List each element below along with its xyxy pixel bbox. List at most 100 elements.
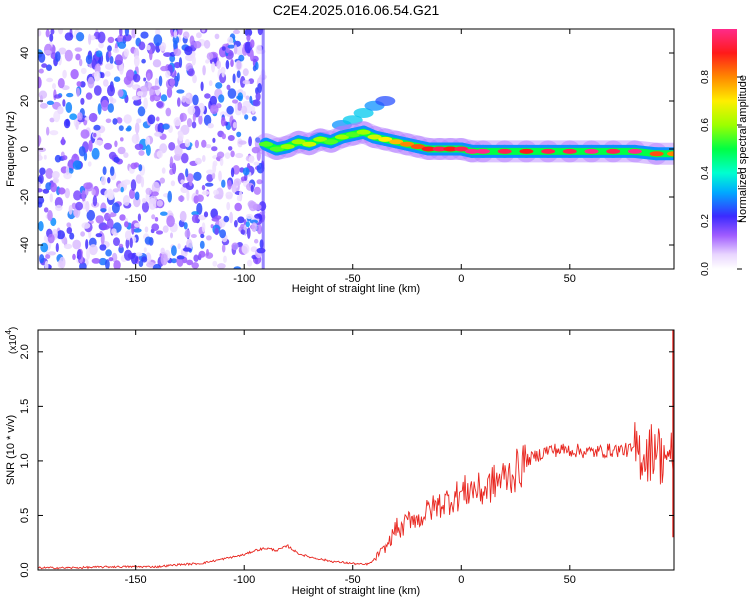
noise-speckle (138, 164, 143, 172)
noise-speckle (226, 201, 231, 211)
noise-speckle (43, 207, 49, 213)
noise-speckle (61, 136, 65, 146)
noise-speckle (185, 168, 189, 178)
noise-speckle (251, 116, 257, 122)
noise-speckle (40, 242, 49, 253)
noise-speckle (62, 69, 67, 79)
y-tick-label: 1.5 (19, 399, 31, 414)
noise-speckle (103, 142, 112, 150)
noise-speckle (134, 222, 141, 228)
noise-speckle (158, 75, 163, 87)
noise-speckle (241, 243, 250, 255)
noise-speckle (172, 35, 180, 45)
noise-speckle (58, 29, 64, 35)
noise-speckle (93, 124, 101, 131)
spectrogram-x-label: Height of straight line (km) (292, 283, 420, 295)
ridge-point (269, 146, 284, 152)
noise-speckle (112, 48, 120, 54)
noise-speckle (39, 167, 46, 175)
noise-speckle (151, 223, 160, 231)
ridge-point (584, 148, 599, 154)
noise-speckle (55, 242, 59, 253)
noise-speckle (245, 213, 253, 220)
noise-speckle (149, 48, 153, 61)
y-tick-label: -20 (19, 189, 31, 205)
noise-speckle (209, 95, 217, 107)
noise-speckle (191, 262, 199, 269)
ridge-point (606, 148, 621, 154)
noise-speckle (75, 201, 83, 211)
noise-speckle (234, 202, 242, 212)
x-tick-label: -50 (345, 273, 361, 285)
noise-speckle (79, 58, 83, 67)
noise-speckle (76, 81, 82, 87)
noise-speckle (52, 83, 56, 90)
noise-speckle (236, 60, 242, 70)
noise-speckle (55, 204, 63, 211)
noise-speckle (65, 102, 73, 113)
noise-speckle (212, 260, 218, 267)
noise-speckle (247, 227, 251, 240)
noise-speckle (213, 189, 219, 196)
noise-speckle (233, 178, 242, 186)
noise-speckle (236, 70, 241, 78)
noise-speckle (232, 99, 239, 104)
noise-speckle (85, 92, 93, 100)
noise-speckle (226, 84, 231, 91)
noise-speckle (81, 190, 86, 202)
snr-multiplier-text: (x104) (4, 327, 19, 354)
noise-speckle (91, 258, 101, 264)
noise-speckle (148, 198, 157, 210)
snr-frame (37, 329, 675, 571)
noise-speckle (108, 206, 112, 215)
noise-speckle (116, 117, 123, 124)
noise-speckle (173, 117, 182, 127)
noise-speckle (234, 100, 238, 113)
noise-speckle (47, 233, 55, 244)
noise-speckle (251, 105, 256, 114)
noise-speckle (230, 150, 235, 158)
noise-speckle (59, 256, 66, 269)
noise-speckle (83, 182, 93, 190)
ridge-point (454, 146, 469, 152)
ridge-point (421, 146, 436, 152)
noise-speckle (207, 123, 214, 129)
noise-speckle (244, 29, 253, 37)
noise-speckle (172, 162, 177, 175)
noise-speckle (111, 202, 120, 214)
noise-speckle (203, 114, 212, 126)
noise-speckle (135, 174, 143, 184)
noise-speckle (141, 256, 148, 263)
noise-speckle (227, 179, 232, 190)
noise-speckle (95, 233, 103, 238)
noise-speckle (211, 172, 216, 180)
spectrogram-y-label: Frequency (Hz) (5, 111, 17, 187)
noise-speckle (45, 168, 54, 179)
branch-point (342, 115, 363, 126)
noise-speckle (122, 195, 130, 206)
noise-speckle (212, 160, 218, 167)
x-tick-label: -150 (125, 273, 147, 285)
ridge-point (258, 141, 273, 147)
noise-speckle (184, 46, 193, 56)
noise-speckle (134, 143, 144, 150)
noise-speckle (189, 35, 195, 46)
noise-speckle (224, 152, 231, 160)
noise-speckle (77, 112, 83, 121)
noise-speckle (143, 97, 148, 110)
noise-speckle (245, 95, 250, 100)
noise-speckle (107, 177, 111, 184)
noise-speckle (87, 76, 95, 89)
noise-speckle (217, 263, 226, 269)
noise-speckle (147, 114, 156, 125)
noise-speckle (109, 166, 115, 177)
noise-speckle (141, 201, 150, 213)
noise-speckle (41, 63, 48, 68)
snr-multiplier: (x104) (4, 327, 19, 354)
noise-speckle (223, 215, 230, 223)
noise-speckle (141, 197, 147, 204)
ridge-point (497, 148, 512, 154)
noise-speckle (146, 44, 151, 51)
noise-speckle (161, 167, 166, 174)
noise-speckle (38, 221, 44, 232)
